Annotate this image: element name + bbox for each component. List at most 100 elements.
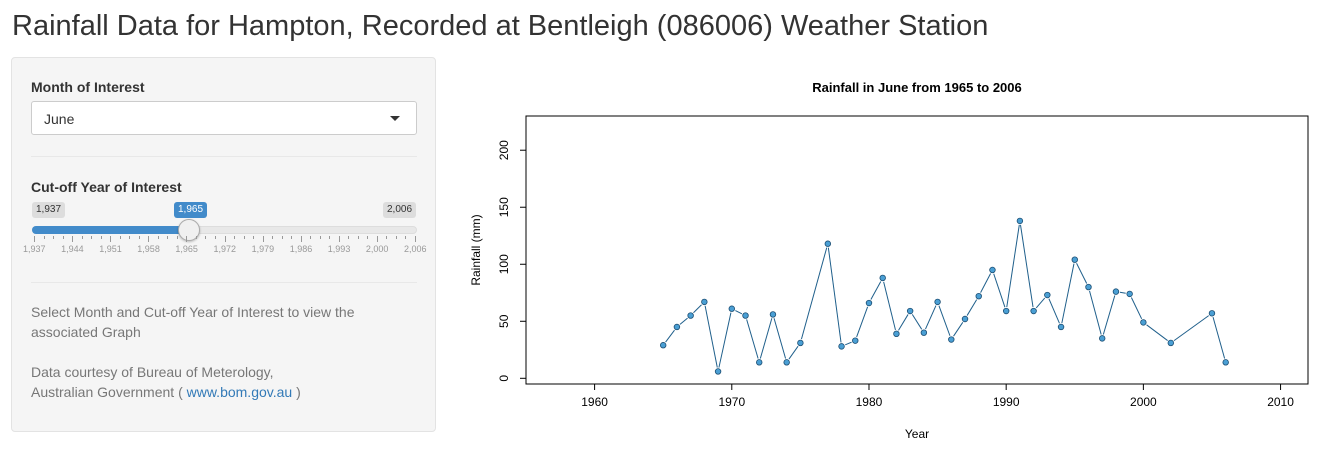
bom-link[interactable]: www.bom.gov.au bbox=[186, 384, 293, 400]
series-segment bbox=[704, 305, 718, 368]
slider-tick-mark bbox=[186, 236, 188, 242]
series-segment bbox=[993, 273, 1006, 308]
data-point bbox=[728, 305, 735, 312]
slider-minor-tick bbox=[62, 236, 64, 239]
credit-text: Data courtesy of Bureau of Meterology, A… bbox=[31, 362, 421, 402]
x-tick-label: 1960 bbox=[581, 395, 608, 409]
slider-tick-label: 1,937 bbox=[23, 244, 46, 254]
data-point bbox=[687, 312, 694, 319]
year-label: Cut-off Year of Interest bbox=[31, 179, 182, 195]
slider-minor-tick bbox=[119, 236, 121, 239]
data-point bbox=[1099, 335, 1106, 342]
y-tick-label: 200 bbox=[497, 140, 511, 160]
data-point bbox=[989, 266, 996, 274]
series-segment bbox=[693, 304, 702, 314]
data-point bbox=[893, 330, 900, 338]
slider-minor-tick bbox=[157, 236, 159, 239]
data-point bbox=[1057, 323, 1065, 331]
slider-minor-tick bbox=[367, 236, 369, 239]
data-point bbox=[1016, 217, 1024, 225]
series-segment bbox=[925, 305, 937, 330]
slider-minor-tick bbox=[291, 236, 293, 239]
data-point bbox=[961, 315, 969, 323]
series-segment bbox=[1212, 317, 1226, 359]
slider-minor-tick bbox=[243, 236, 245, 239]
x-tick-label: 1970 bbox=[718, 395, 745, 409]
help-text: Select Month and Cut-off Year of Interes… bbox=[31, 304, 355, 340]
series-segment bbox=[746, 319, 759, 359]
data-point bbox=[1222, 359, 1229, 366]
data-point bbox=[797, 339, 804, 347]
slider-tick-label: 1,965 bbox=[175, 244, 198, 254]
slider-tick-label: 1,951 bbox=[99, 244, 122, 254]
series-segment bbox=[966, 299, 978, 316]
series-segment bbox=[1020, 224, 1034, 308]
series-segment bbox=[1146, 324, 1168, 341]
credit-line-2-prefix: Australian Government ( bbox=[31, 384, 183, 400]
series-segment bbox=[845, 341, 852, 346]
slider-tick-mark bbox=[376, 236, 378, 242]
series-segment bbox=[718, 312, 732, 368]
series-segment bbox=[679, 317, 688, 325]
credit-line-1: Data courtesy of Bureau of Meterology, bbox=[31, 364, 274, 380]
data-point bbox=[865, 299, 873, 307]
x-tick-label: 2000 bbox=[1130, 395, 1157, 409]
slider-minor-tick bbox=[129, 236, 131, 239]
slider-max-badge: 2,006 bbox=[383, 202, 417, 218]
series-segment bbox=[953, 322, 964, 337]
series-segment bbox=[735, 310, 743, 315]
series-segment bbox=[1119, 291, 1126, 294]
slider-tick-mark bbox=[224, 236, 226, 242]
series-segment bbox=[800, 247, 828, 340]
slider-minor-tick bbox=[319, 236, 321, 239]
data-point bbox=[659, 342, 667, 349]
series-segment bbox=[1076, 263, 1088, 284]
series-segment bbox=[883, 281, 896, 331]
series-segment bbox=[759, 318, 773, 359]
slider-minor-tick bbox=[138, 236, 140, 239]
series-segment bbox=[1102, 295, 1116, 335]
x-tick-label: 2010 bbox=[1267, 395, 1294, 409]
data-point bbox=[1044, 291, 1051, 299]
slider-minor-tick bbox=[386, 236, 388, 239]
month-select[interactable]: June bbox=[31, 101, 417, 135]
slider-tick-mark bbox=[148, 236, 150, 242]
slider-minor-tick bbox=[167, 236, 169, 239]
divider bbox=[31, 156, 417, 157]
data-point bbox=[1208, 310, 1216, 317]
data-point bbox=[769, 311, 777, 318]
slider-ticks: 1,937 1,944 1,951 1,958 1,965 1,972 1,979 1,986… bbox=[23, 236, 427, 256]
data-point bbox=[934, 298, 941, 306]
series-segment bbox=[773, 318, 787, 359]
data-point bbox=[1030, 307, 1037, 315]
x-tick-label: 1980 bbox=[856, 395, 883, 409]
divider bbox=[31, 282, 417, 283]
x-axis-label: Year bbox=[905, 427, 929, 441]
data-point bbox=[1167, 339, 1175, 347]
page-title: Rainfall Data for Hampton, Recorded at B… bbox=[12, 10, 989, 42]
data-point bbox=[1140, 319, 1147, 326]
data-point bbox=[742, 312, 749, 319]
rainfall-chart: Rainfall in June from 1965 to 2006 1960 19… bbox=[469, 80, 1309, 441]
series-segment bbox=[870, 281, 882, 300]
slider-minor-tick bbox=[53, 236, 55, 239]
series-segment bbox=[1035, 297, 1046, 309]
slider-tick-mark bbox=[338, 236, 340, 242]
slider-tick-label: 1,972 bbox=[213, 244, 237, 254]
slider-tick-mark bbox=[262, 236, 264, 242]
month-label: Month of Interest bbox=[31, 79, 145, 95]
y-tick-label: 0 bbox=[497, 375, 511, 382]
data-point bbox=[975, 292, 982, 300]
series-segment bbox=[665, 329, 675, 343]
chart-title: Rainfall in June from 1965 to 2006 bbox=[812, 80, 1022, 95]
slider-tick-mark bbox=[34, 236, 35, 242]
data-point bbox=[673, 323, 681, 331]
data-point bbox=[824, 240, 832, 247]
slider-minor-tick bbox=[176, 236, 178, 239]
chevron-down-icon bbox=[390, 116, 400, 121]
data-point bbox=[1002, 307, 1010, 315]
y-axis-label: Rainfall (mm) bbox=[469, 214, 483, 285]
series-segment bbox=[938, 305, 951, 336]
slider-minor-tick bbox=[310, 236, 312, 239]
slider-handle[interactable] bbox=[178, 219, 200, 241]
